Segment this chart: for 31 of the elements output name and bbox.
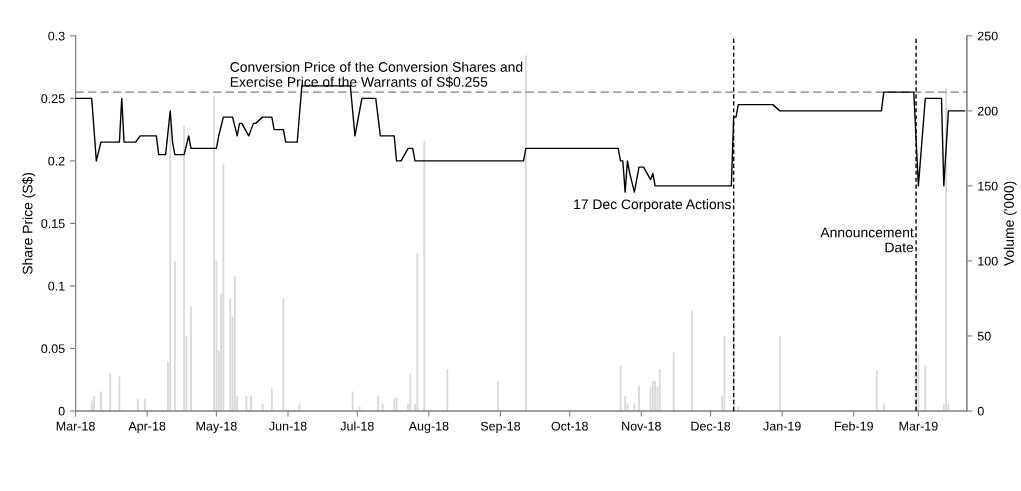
x-tick-label: Mar-18: [56, 421, 95, 431]
y2-tick-label: 200: [977, 106, 998, 116]
x-tick-label: Jun-18: [269, 421, 307, 431]
y-axis-title: Share Price (S$): [22, 172, 36, 275]
y-tick-label: 0.05: [41, 344, 65, 354]
x-tick-label: May-18: [196, 421, 237, 434]
y2-axis-title: Volume ('000): [1003, 181, 1017, 266]
y-tick-label: 0.25: [41, 94, 65, 104]
x-tick-label: Aug-18: [408, 421, 449, 434]
x-tick-label: Jan-19: [763, 421, 801, 431]
x-tick-label: Feb-19: [834, 421, 873, 431]
ref-line-label: Announcement Date: [820, 227, 914, 253]
y2-tick-label: 0: [977, 406, 984, 416]
y2-tick-label: 150: [978, 181, 998, 191]
y-tick-label: 0.1: [48, 281, 65, 291]
x-tick-label: Dec-18: [691, 421, 731, 431]
y2-tick-label: 100: [978, 256, 998, 266]
x-tick-label: Mar-19: [899, 421, 938, 431]
x-tick-label: Apr-18: [128, 421, 166, 434]
x-tick-label: Nov-18: [622, 421, 661, 431]
y-tick-label: 0: [58, 406, 65, 416]
ref-line-label: 17 Dec Corporate Actions: [574, 199, 731, 212]
x-tick-label: Oct-18: [551, 421, 588, 431]
y2-tick-label: 250: [977, 31, 998, 41]
x-tick-label: Sep-18: [480, 421, 521, 434]
ref-line-label: Conversion Price of the Conversion Shares and Exercise Price of the Warrants of S$0.255: [230, 61, 523, 88]
x-tick-label: Jul-18: [340, 421, 374, 431]
y-tick-label: 0.15: [41, 219, 65, 229]
y-tick-label: 0.3: [48, 31, 65, 41]
y2-tick-label: 50: [977, 331, 991, 341]
y-tick-label: 0.2: [48, 156, 65, 166]
